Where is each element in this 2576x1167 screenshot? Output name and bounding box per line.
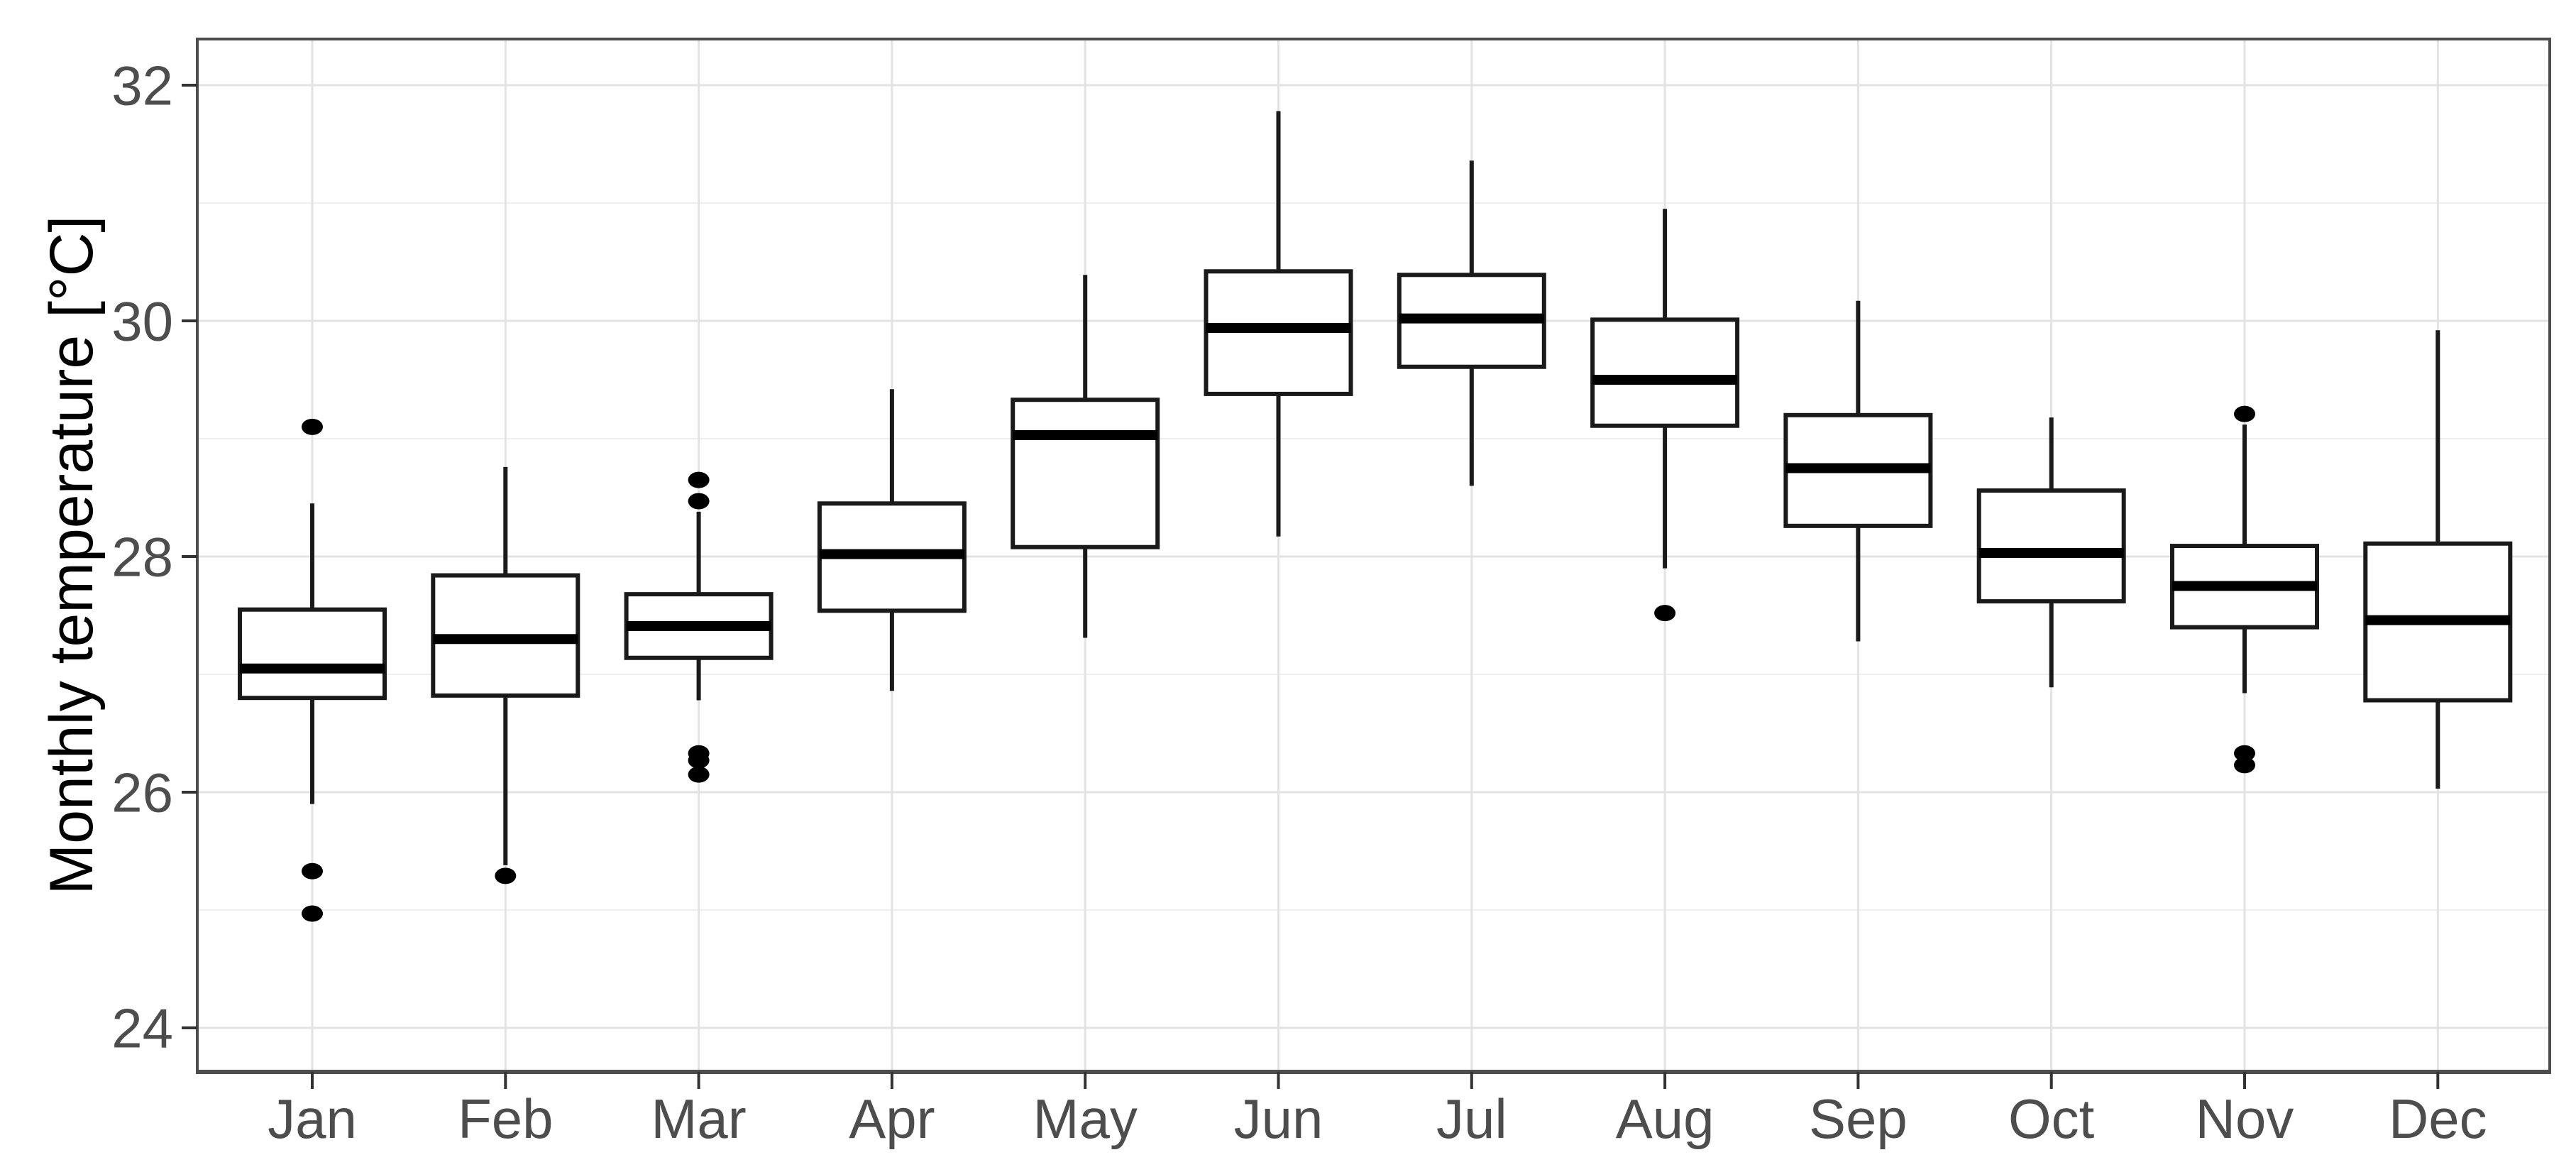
x-axis-label-dec: Dec [2389,1087,2487,1150]
y-axis-title: Monthly temperature [°C] [38,216,106,895]
outlier-point [495,867,517,884]
outlier-point [2234,757,2255,774]
iqr-box [1011,398,1160,549]
boxplot-apr [817,389,967,691]
x-axis-label-mar: Mar [651,1087,746,1150]
outlier-point [302,905,323,922]
x-axis-label-aug: Aug [1616,1087,1714,1150]
boxplot-oct [1976,417,2126,688]
iqr-box [1590,317,1740,428]
outlier-point [688,471,710,488]
boxplot-jun [1204,111,1353,537]
outlier-point [688,752,710,769]
y-axis-tick-label: 26 [111,761,173,823]
outlier-point [688,493,710,510]
boxplot-mar [624,471,774,783]
boxplot-may [1011,275,1160,638]
boxplot-dec [2363,330,2513,789]
y-axis-tick-label: 28 [111,525,173,588]
x-axis-label-jul: Jul [1436,1087,1507,1150]
boxplot-nov [2170,405,2319,774]
iqr-box [1976,488,2126,604]
x-axis-label-jun: Jun [1234,1087,1323,1150]
boxplot-sep [1783,300,1933,642]
x-axis-label-nov: Nov [2196,1087,2294,1150]
outlier-point [1654,605,1676,622]
iqr-box [238,607,387,701]
boxplot-feb [431,466,580,884]
y-axis-tick-label: 32 [111,54,173,116]
x-axis-label-apr: Apr [849,1087,935,1150]
outlier-point [302,862,323,880]
x-axis-label-oct: Oct [2008,1087,2095,1150]
outlier-point [2234,405,2255,422]
y-axis-tick-label: 24 [111,997,173,1059]
boxplot-aug [1590,209,1740,622]
boxplot-layer [238,111,2513,922]
y-axis-tick-label: 30 [111,290,173,352]
x-axis-label-may: May [1033,1087,1138,1150]
boxplot-jul [1397,160,1546,486]
x-axis-label-feb: Feb [458,1087,553,1150]
outlier-point [688,766,710,783]
outlier-point [2234,745,2255,762]
x-axis-label-jan: Jan [268,1087,357,1150]
boxplot-jan [238,418,387,922]
x-axis-label-sep: Sep [1809,1087,1908,1150]
axis-layer: 24 26 28 30 32 Jan Feb Mar Apr May Jun Jul Aug Sep Oct… [111,54,2487,1150]
outlier-point [302,418,323,435]
